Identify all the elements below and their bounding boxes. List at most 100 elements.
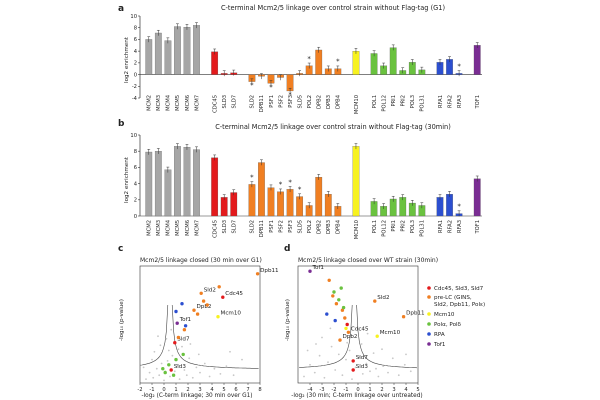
- bar-dpb3: [324, 194, 332, 217]
- background-point: [405, 353, 407, 356]
- category-label: MCM5: [175, 220, 181, 236]
- category-label: SLD2: [250, 95, 256, 108]
- category-label: PSF2: [278, 220, 284, 233]
- bar-sld2: [248, 184, 256, 217]
- category-label: CDC45: [212, 220, 218, 238]
- legend-text-prelc: pre-LC (GINS,: [434, 295, 472, 301]
- category-label: CDC45: [212, 95, 218, 113]
- category-label: MCM4: [166, 219, 172, 236]
- background-point: [208, 375, 211, 378]
- background-point: [337, 353, 340, 356]
- significance-star: *: [288, 91, 292, 99]
- background-point: [387, 371, 389, 374]
- background-point: [377, 375, 380, 378]
- protein-point: [401, 315, 406, 319]
- background-point: [153, 350, 156, 353]
- significance-star: *: [457, 62, 461, 70]
- category-label: POL12: [381, 220, 387, 237]
- background-point: [160, 362, 163, 365]
- protein-point: [325, 312, 329, 316]
- background-point: [348, 349, 351, 352]
- legend-marker-tof1: [427, 342, 431, 346]
- chart-c-title: Mcm2/5 linkage closed (30 min over G1): [140, 257, 262, 264]
- protein-point: [339, 286, 343, 290]
- scatter-chart-over-wt: -4 -3 -2 -1 0 1 2 3 4 5 Tof1 Sld2 Dpb11 Mcm10 Cdc45 Dpb…: [297, 265, 425, 393]
- significance-star: *: [457, 203, 461, 211]
- background-point: [330, 345, 333, 348]
- background-point: [341, 374, 344, 377]
- protein-point: [169, 368, 173, 372]
- legend-marker-rpa: [427, 332, 431, 336]
- category-label: DPB3: [326, 95, 332, 109]
- legend-text-rpa: RPA: [434, 332, 445, 338]
- significance-star: *: [288, 178, 292, 186]
- bar-mcm4: [164, 40, 172, 75]
- background-point: [185, 374, 188, 377]
- significance-star: *: [250, 173, 254, 181]
- background-point: [165, 337, 168, 340]
- background-point: [169, 375, 171, 378]
- point-label: Tof1: [312, 265, 325, 271]
- x-tick-label: 3: [198, 387, 201, 393]
- background-point: [303, 375, 305, 378]
- background-point: [142, 366, 145, 369]
- protein-point: [333, 318, 337, 323]
- category-label: PSF3: [288, 220, 294, 233]
- background-point: [177, 348, 180, 351]
- category-label: MCM10: [354, 95, 360, 114]
- category-label: MCM7: [194, 220, 200, 236]
- category-label: RFA3: [457, 220, 463, 233]
- background-point: [369, 370, 371, 373]
- x-tick-label: 6: [234, 387, 237, 393]
- protein-point: [331, 294, 335, 298]
- background-point: [229, 350, 231, 353]
- protein-point: [163, 370, 167, 375]
- bar-mcm3: [154, 32, 162, 75]
- background-point: [155, 367, 158, 370]
- bar-mcm6: [183, 27, 191, 75]
- category-label: DPB11: [259, 220, 265, 237]
- x-tick-label: -3: [319, 387, 324, 393]
- x-tick-label: -2: [331, 387, 336, 393]
- bar-mcm5: [174, 26, 181, 75]
- protein-point: [308, 269, 312, 273]
- protein-point: [344, 326, 348, 331]
- bar-mcm7: [193, 149, 200, 217]
- category-label: DPB4: [336, 219, 342, 234]
- bar-mcm2: [145, 151, 153, 217]
- legend-text-mcm10: Mcm10: [434, 312, 455, 318]
- background-point: [313, 371, 316, 374]
- bar-pri1: [389, 47, 397, 75]
- background-point: [358, 356, 361, 358]
- legend-marker-prelc: [427, 295, 431, 299]
- category-label: POL3: [410, 95, 416, 108]
- protein-point: [343, 316, 347, 320]
- bar-mcm6: [183, 147, 191, 217]
- x-tick-label: 7: [246, 387, 249, 393]
- protein-point: [345, 322, 349, 327]
- chart-c-xlabel: -log₂ (C-term linkage; 30 min over G1): [141, 393, 252, 399]
- category-label: PSF1: [269, 95, 275, 108]
- bar-sld5: [296, 196, 304, 217]
- background-point: [327, 361, 329, 364]
- category-label: SLD7: [232, 220, 238, 233]
- chart-d-title: Mcm2/5 linkage closed over WT strain (30…: [298, 257, 438, 264]
- significance-star: *: [250, 82, 254, 90]
- legend-marker-cdc: [427, 286, 431, 290]
- background-point: [321, 336, 323, 339]
- category-label: RFA2: [447, 220, 453, 233]
- panel-label-d: d: [284, 244, 290, 254]
- protein-point: [192, 308, 196, 312]
- protein-point: [337, 298, 341, 302]
- category-label: PSF1: [269, 220, 275, 233]
- bar-mcm10: [352, 146, 360, 217]
- significance-star: *: [336, 58, 340, 66]
- protein-point: [216, 315, 220, 319]
- background-point: [391, 357, 394, 360]
- y-tick-label: 10: [130, 14, 137, 20]
- background-point: [152, 376, 155, 379]
- category-label: POL2: [307, 95, 313, 108]
- background-point: [145, 378, 147, 380]
- category-label: DPB11: [259, 95, 265, 112]
- y-tick-label: 10: [130, 133, 137, 139]
